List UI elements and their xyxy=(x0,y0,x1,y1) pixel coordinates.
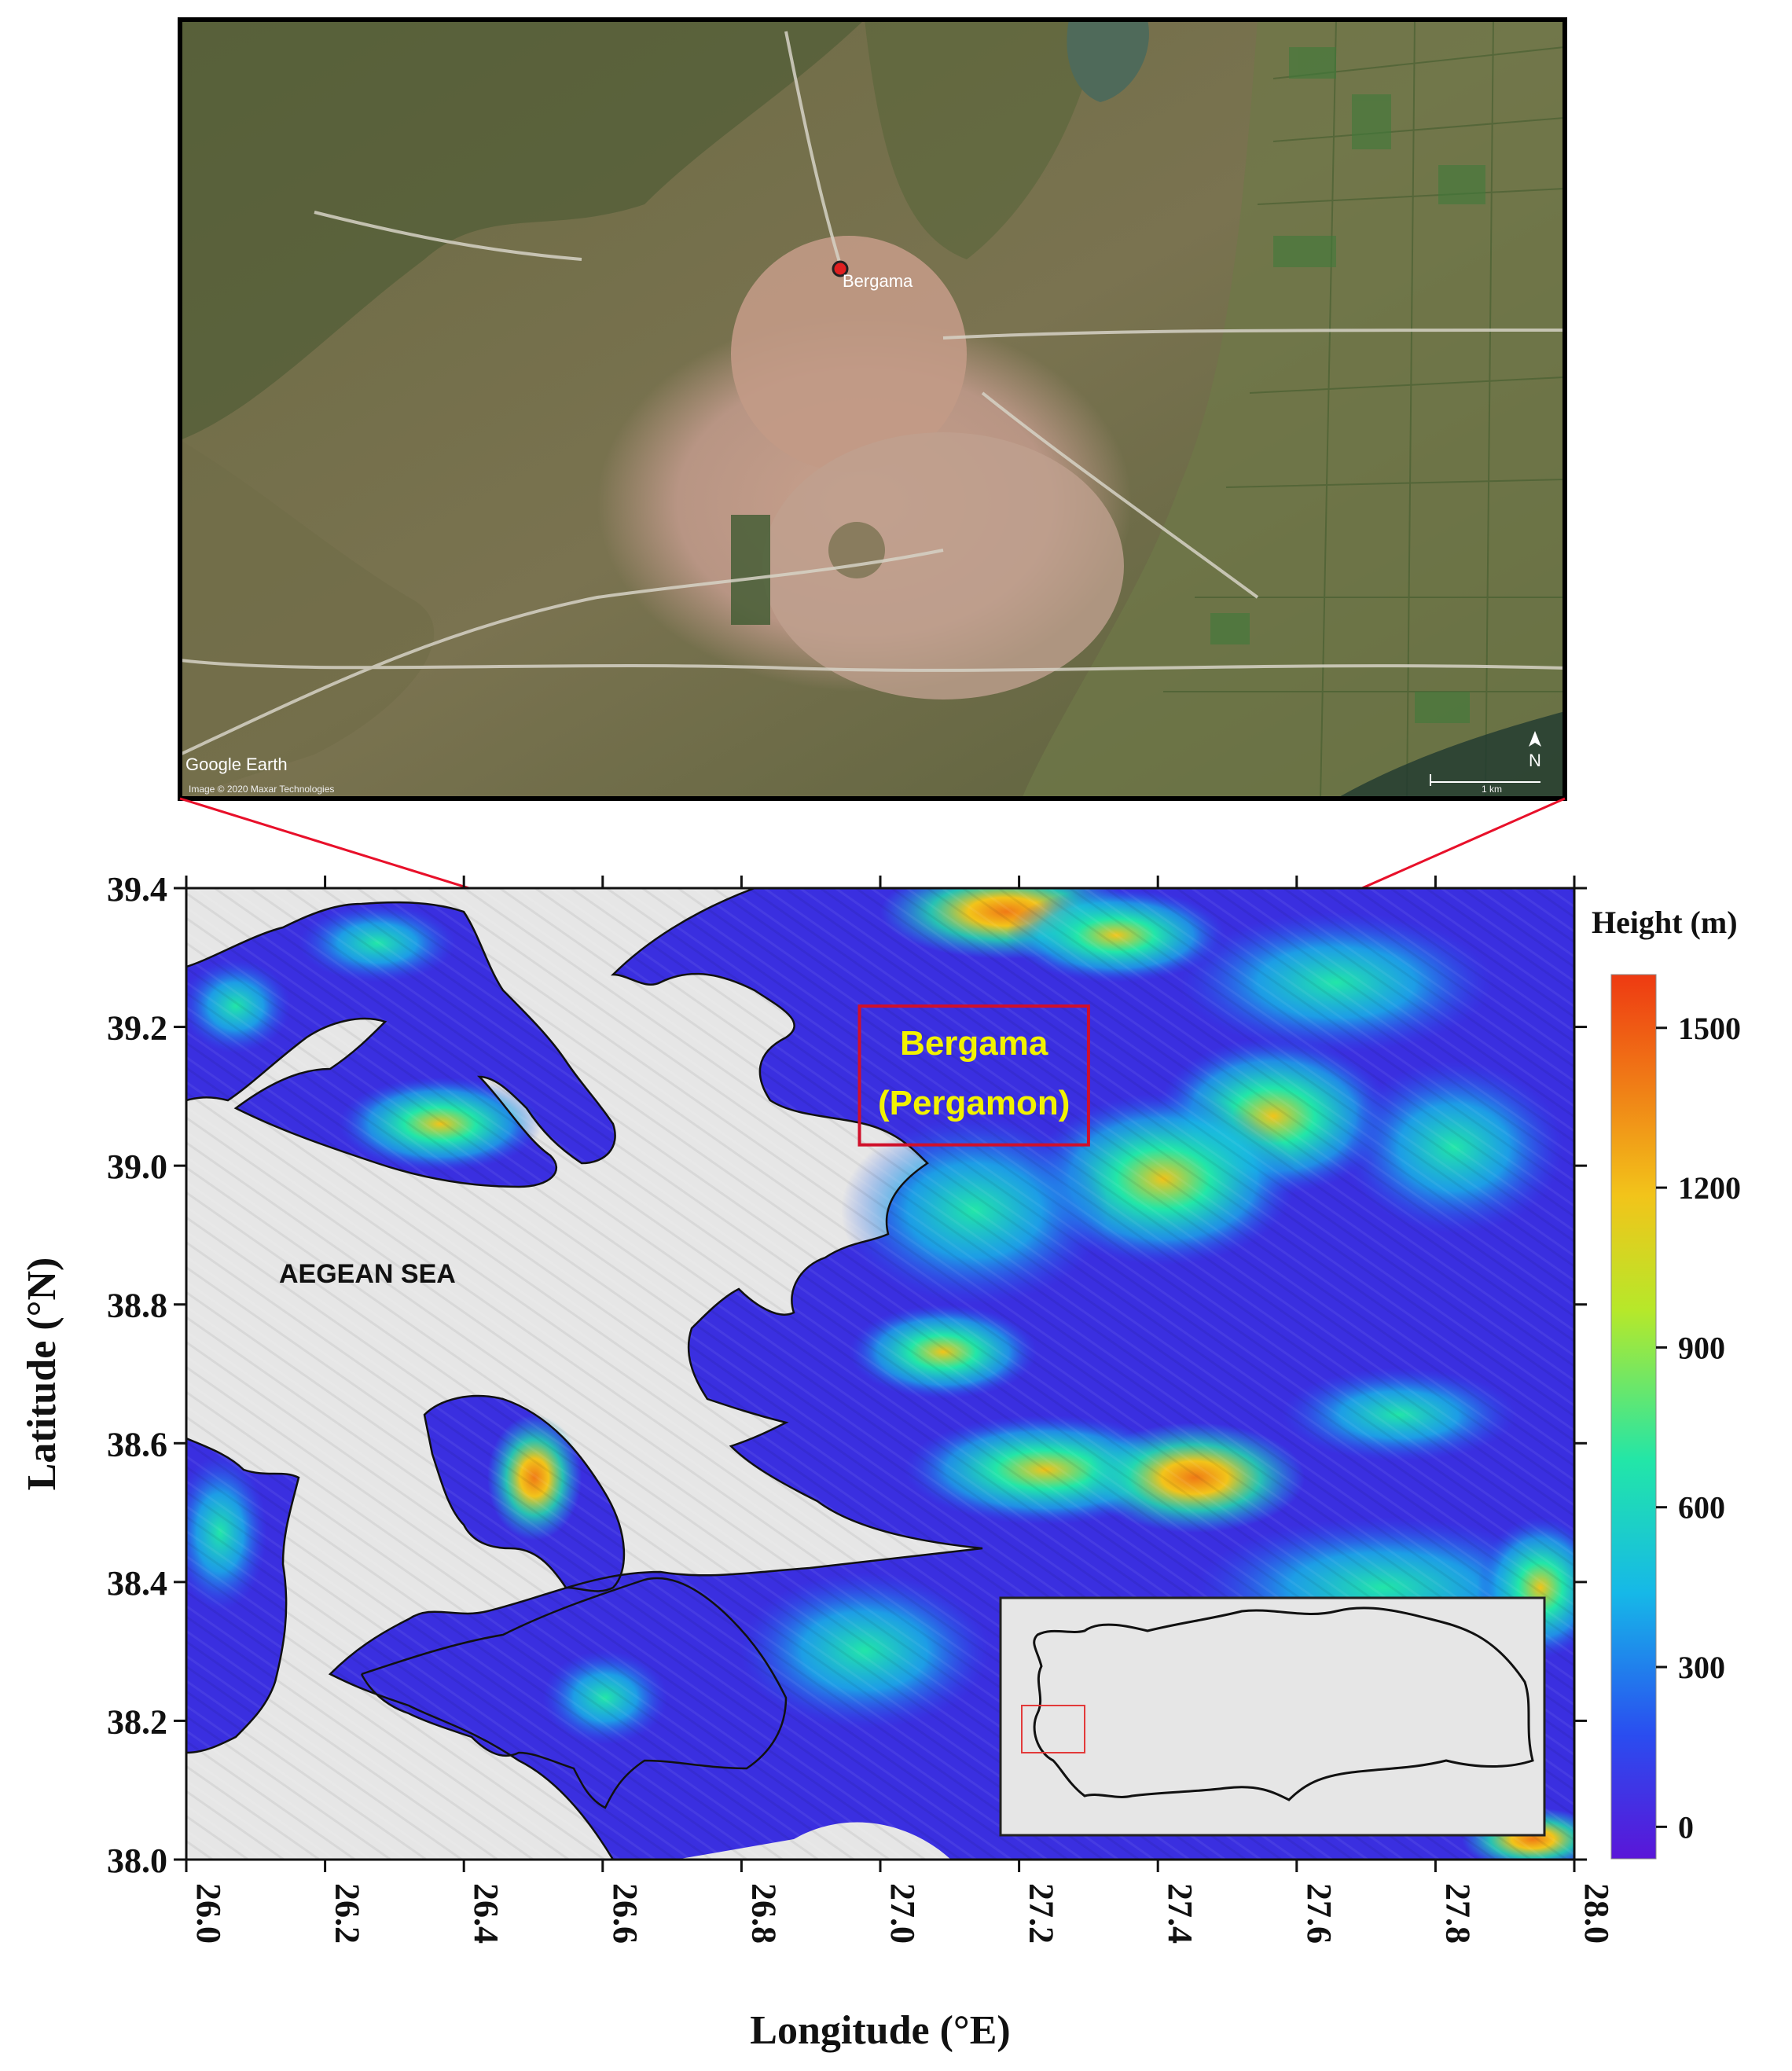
y-tick-label: 38.8 xyxy=(107,1287,167,1325)
x-tick-label: 27.8 xyxy=(1438,1883,1477,1944)
imagery-copyright: Image © 2020 Maxar Technologies xyxy=(189,784,334,795)
colorbar: Height (m) 1500 1200 900 600 300 0 xyxy=(1592,905,1741,1860)
y-tick-label: 38.6 xyxy=(107,1425,167,1463)
colorbar-label: 1500 xyxy=(1678,1011,1741,1046)
colorbar-gradient xyxy=(1610,974,1657,1860)
x-tick-label: 26.8 xyxy=(744,1883,783,1944)
x-tick-label: 26.6 xyxy=(606,1883,644,1944)
y-tick-label: 39.0 xyxy=(107,1147,167,1186)
north-arrow-icon: N xyxy=(1529,731,1541,770)
svg-text:1 km: 1 km xyxy=(1482,784,1502,795)
x-tick-label: 27.2 xyxy=(1023,1883,1061,1944)
x-tick-label: 26.4 xyxy=(467,1883,505,1944)
y-axis-title: Latitude (°N) xyxy=(20,1258,64,1491)
inset-map xyxy=(999,1596,1546,1837)
x-tick-label: 28.0 xyxy=(1577,1883,1616,1944)
colorbar-label: 600 xyxy=(1678,1490,1725,1526)
x-axis-title: Longitude (°E) xyxy=(750,2008,1010,2053)
turkey-outline xyxy=(1033,1606,1534,1801)
region-label-pergamon: (Pergamon) xyxy=(878,1084,1070,1122)
place-marker: Bergama xyxy=(832,260,913,291)
x-tick-label: 27.0 xyxy=(883,1883,922,1944)
colorbar-label: 900 xyxy=(1678,1330,1725,1365)
x-tick-label: 26.2 xyxy=(329,1883,367,1944)
google-earth-watermark: Google Earth xyxy=(185,755,288,774)
y-tick-label: 39.2 xyxy=(107,1009,167,1048)
inset-highlight-box xyxy=(1021,1705,1085,1753)
x-tick-label: 27.4 xyxy=(1161,1883,1199,1944)
x-tick-label: 26.0 xyxy=(189,1883,228,1944)
sea-label: AEGEAN SEA xyxy=(279,1259,456,1289)
scale-bar: 1 km xyxy=(1430,774,1540,795)
satellite-frame xyxy=(178,17,1567,801)
svg-text:N: N xyxy=(1529,751,1541,770)
y-tick-label: 38.0 xyxy=(107,1842,167,1880)
colorbar-label: 0 xyxy=(1678,1809,1694,1845)
satellite-place-label: Bergama xyxy=(843,271,913,291)
study-area-box xyxy=(857,1004,1090,1147)
region-label-bergama: Bergama xyxy=(900,1024,1048,1063)
x-axis: 26.0 26.2 26.4 26.6 26.8 27.0 27.2 27.4 27.6 27.8… xyxy=(185,876,1616,1944)
colorbar-title: Height (m) xyxy=(1592,905,1738,940)
y-axis: 39.4 39.2 39.0 38.8 38.6 38.4 38.2 38.0 xyxy=(107,870,1587,1880)
colorbar-label: 300 xyxy=(1678,1650,1725,1685)
y-tick-label: 38.4 xyxy=(107,1564,167,1603)
y-tick-label: 39.4 xyxy=(107,870,167,909)
colorbar-label: 1200 xyxy=(1678,1170,1741,1206)
y-tick-label: 38.2 xyxy=(107,1702,167,1741)
satellite-image xyxy=(180,20,1565,799)
x-tick-label: 27.6 xyxy=(1300,1883,1338,1944)
